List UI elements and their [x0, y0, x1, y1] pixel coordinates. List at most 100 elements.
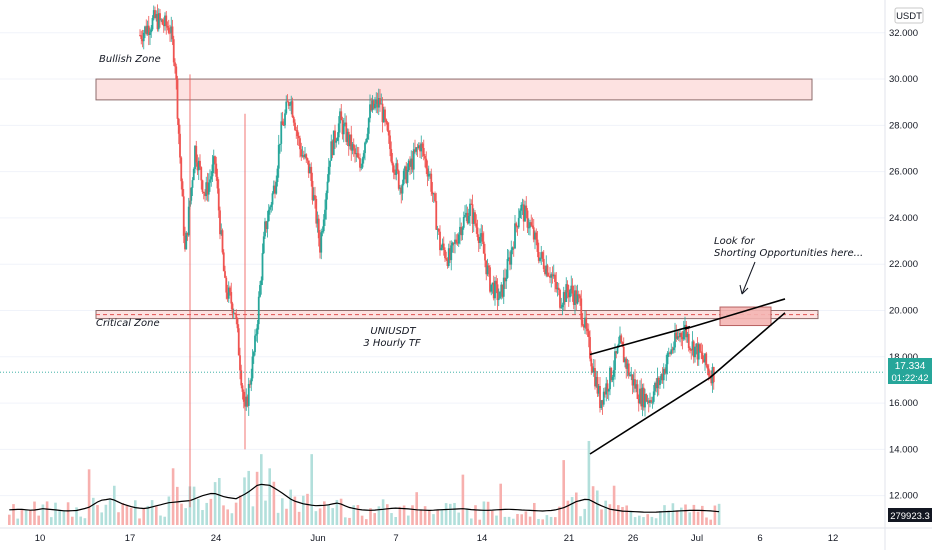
- candle: [254, 329, 256, 356]
- volume-bar: [415, 492, 418, 525]
- volume-bar: [16, 518, 19, 525]
- candle: [206, 172, 209, 202]
- volume-bar: [579, 516, 582, 525]
- volume-bar: [680, 507, 683, 525]
- candle: [479, 228, 481, 249]
- candle: [471, 194, 474, 233]
- candle: [454, 232, 456, 254]
- candle: [380, 93, 383, 105]
- zones[interactable]: [95, 78, 819, 327]
- candle: [142, 29, 145, 50]
- volume-bar: [554, 517, 557, 525]
- candle: [295, 126, 298, 139]
- candle: [402, 168, 405, 186]
- volume-bar: [646, 514, 649, 525]
- candle: [682, 320, 685, 341]
- volume-bar: [638, 515, 641, 525]
- critical-zone-label: Critical Zone: [96, 318, 160, 329]
- volume-bar: [562, 460, 565, 525]
- candle: [364, 141, 366, 161]
- volume-bar: [272, 481, 276, 525]
- candle: [527, 218, 530, 236]
- volume-bar: [268, 468, 271, 525]
- candle: [492, 275, 495, 301]
- candle: [565, 277, 568, 302]
- candle: [660, 373, 663, 384]
- candle: [222, 249, 225, 272]
- candle: [214, 155, 216, 174]
- candle: [449, 240, 451, 263]
- shorting-target-box[interactable]: [719, 306, 772, 327]
- candle: [661, 367, 664, 384]
- candle: [490, 284, 493, 296]
- currency-badge[interactable]: USDT: [894, 7, 924, 24]
- candle: [439, 225, 441, 256]
- candle: [171, 19, 174, 45]
- price-tick-label: 12.000: [889, 491, 918, 502]
- volume-bar: [373, 513, 376, 525]
- trend-line[interactable]: [589, 325, 691, 356]
- candle: [567, 285, 570, 307]
- volume-bar: [293, 496, 297, 525]
- candle: [359, 153, 361, 172]
- last-price-tag[interactable]: 17.334 01:22:42: [888, 358, 932, 384]
- volume-bar: [558, 506, 561, 525]
- candle: [317, 214, 320, 247]
- candle: [381, 97, 384, 133]
- candle: [401, 179, 404, 201]
- candle: [146, 20, 149, 36]
- candle: [412, 142, 415, 180]
- candle: [340, 104, 343, 121]
- candle: [462, 211, 465, 230]
- candle: [369, 94, 371, 123]
- candle: [649, 392, 651, 408]
- candle: [406, 163, 409, 188]
- trend-line[interactable]: [684, 298, 786, 330]
- candle: [239, 347, 241, 380]
- zone-box[interactable]: [95, 78, 813, 101]
- candle: [405, 162, 408, 185]
- candle: [161, 18, 164, 26]
- candle: [452, 242, 455, 254]
- candle: [444, 247, 446, 263]
- candle: [422, 139, 425, 161]
- volume-bar: [537, 518, 540, 525]
- candle: [302, 150, 305, 160]
- bullish-zone-label: Bullish Zone: [99, 54, 161, 65]
- volume-bar: [625, 505, 628, 525]
- candle: [411, 151, 414, 173]
- volume-bar: [285, 508, 288, 525]
- candle: [166, 21, 169, 31]
- candle: [216, 168, 219, 194]
- trend-lines[interactable]: [589, 298, 786, 455]
- candle: [509, 251, 511, 271]
- candle: [279, 143, 281, 154]
- candle: [331, 139, 334, 159]
- volume-bar: [339, 498, 343, 525]
- candle: [314, 186, 316, 209]
- price-axis[interactable]: 12.000 14.000 16.000 18.000 20.000 22.000 24.0…: [884, 0, 918, 550]
- time-axis[interactable]: 10 17 24 Jun 7 14 21 26 Jul 6 12: [0, 527, 932, 544]
- trend-line[interactable]: [709, 312, 786, 379]
- candle: [665, 354, 668, 381]
- volume-value-tag[interactable]: 279923.3: [888, 508, 932, 522]
- volume-bar: [146, 505, 150, 525]
- candle: [232, 308, 235, 319]
- candle: [326, 174, 329, 200]
- candle: [167, 19, 170, 35]
- candle: [269, 205, 271, 215]
- candle: [612, 360, 615, 387]
- candle: [605, 377, 608, 402]
- candle: [537, 242, 540, 264]
- volume-bar: [323, 501, 326, 525]
- candle: [631, 374, 634, 395]
- candle: [261, 243, 264, 286]
- trend-line[interactable]: [589, 376, 711, 455]
- volume-bar: [398, 506, 402, 525]
- candle: [215, 156, 218, 181]
- candle: [245, 388, 248, 411]
- time-tick-label: 10: [35, 533, 46, 544]
- volume-bar: [66, 502, 70, 525]
- price-tick-label: 14.000: [889, 444, 918, 455]
